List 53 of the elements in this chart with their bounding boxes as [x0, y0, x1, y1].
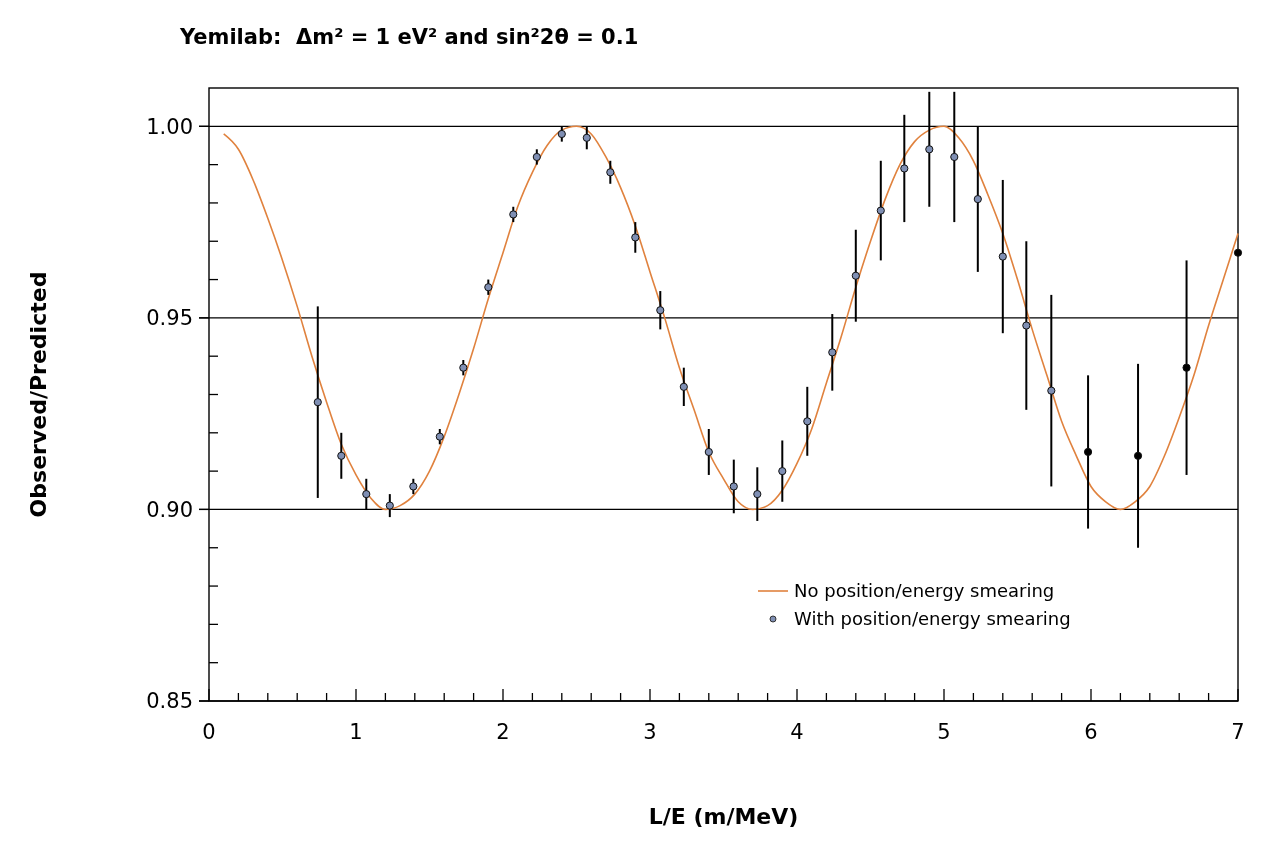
point	[729, 482, 738, 491]
point	[925, 145, 934, 154]
point	[385, 501, 394, 510]
point	[459, 363, 468, 372]
point	[704, 447, 713, 457]
point	[900, 164, 909, 173]
x-tick-label: 7	[1231, 720, 1245, 744]
point	[998, 252, 1007, 261]
legend-label: With position/energy smearing	[794, 608, 1071, 630]
x-axis-title: L/E (m/MeV)	[648, 804, 799, 829]
point	[1022, 321, 1031, 330]
x-tick-label: 2	[496, 720, 510, 744]
point	[1233, 248, 1243, 257]
point	[313, 398, 322, 407]
point	[950, 152, 959, 162]
point	[851, 271, 860, 280]
x-tick-label: 0	[202, 720, 216, 744]
line-series	[222, 125, 1239, 511]
point	[606, 168, 615, 177]
point	[1083, 447, 1093, 457]
point	[828, 348, 837, 357]
point	[484, 283, 493, 292]
point	[753, 490, 762, 499]
y-tick-label: 0.85	[146, 689, 193, 714]
point	[409, 482, 418, 491]
point	[1047, 386, 1056, 395]
point	[362, 490, 371, 499]
point	[557, 129, 566, 139]
legend-label: No position/energy smearing	[794, 580, 1055, 602]
point	[1182, 363, 1191, 372]
point	[509, 210, 518, 219]
x-tick-label: 6	[1084, 720, 1098, 744]
point	[337, 451, 346, 460]
point	[532, 152, 541, 162]
point	[631, 233, 640, 242]
y-axis-title: Observed/Predicted	[26, 271, 51, 518]
y-tick-label: 0.95	[146, 306, 193, 331]
x-tick-label: 3	[643, 720, 657, 744]
x-tick-label: 1	[349, 720, 363, 744]
x-tick-label: 5	[937, 720, 951, 744]
point	[656, 306, 665, 315]
x-tick-label: 4	[790, 720, 804, 744]
point	[679, 382, 688, 391]
point	[1133, 451, 1143, 460]
point	[803, 417, 812, 426]
point	[876, 206, 885, 215]
point	[582, 133, 591, 142]
point	[435, 432, 444, 441]
chart-title: Yemilab: Δm² = 1 eV² and sin²2θ = 0.1	[179, 25, 639, 49]
point	[973, 195, 982, 204]
y-tick-label: 0.90	[146, 497, 193, 522]
y-tick-label: 1.00	[146, 114, 193, 139]
point	[778, 467, 787, 476]
